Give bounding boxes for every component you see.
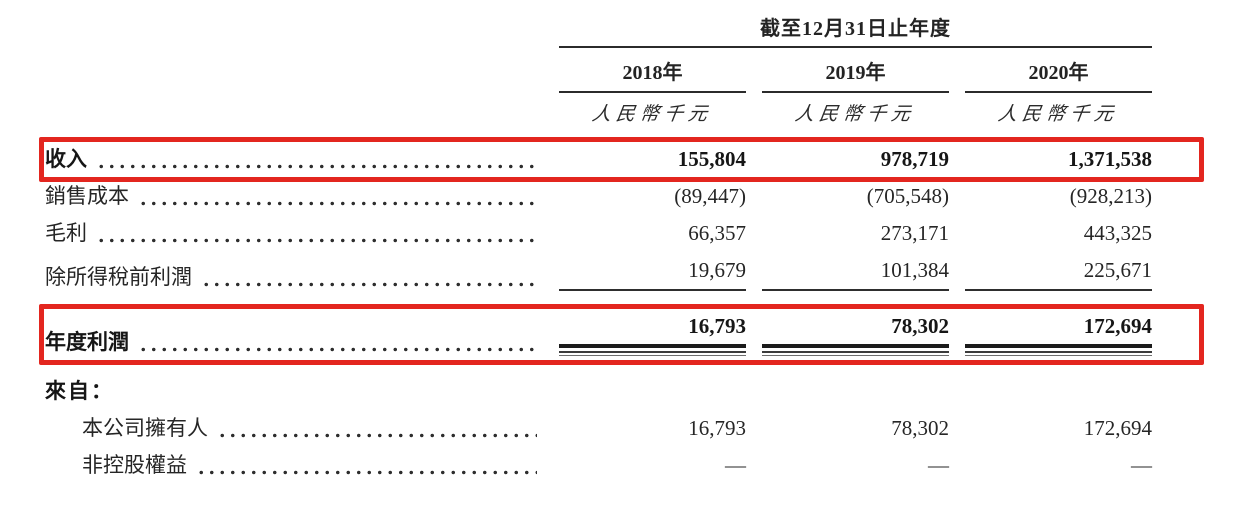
unit-label: 人民幣千元 xyxy=(794,104,918,125)
row-label: 毛利 xyxy=(45,221,87,245)
row-label: 本公司擁有人 xyxy=(82,416,208,440)
table-row-non-controlling-interests: 非控股權益 — — — xyxy=(45,447,1200,484)
total-rule-double xyxy=(559,351,746,356)
row-label: 除所得稅前利潤 xyxy=(45,265,192,289)
value-2019: 273,171 xyxy=(880,221,949,245)
unit-header-row: 人民幣千元 人民幣千元 人民幣千元 xyxy=(45,103,1200,135)
value-2018: — xyxy=(725,453,746,477)
unit-cell-2020: 人民幣千元 xyxy=(965,103,1152,127)
value-2020: 172,694 xyxy=(1083,416,1152,440)
dot-leader xyxy=(96,164,537,169)
row-label-cell: 除所得稅前利潤 xyxy=(45,257,543,291)
value-2019: 78,302 xyxy=(891,416,949,440)
column-header-2019: 2019年 xyxy=(762,60,949,93)
table-row-profit-for-year: 年度利潤 16,793 78,302 172,694 xyxy=(39,304,1204,365)
value-2018: 155,804 xyxy=(677,147,746,171)
row-label: 收入 xyxy=(45,147,87,171)
row-label-cell: 收入 xyxy=(45,146,543,173)
value-2018: 66,357 xyxy=(688,221,746,245)
row-label: 來自： xyxy=(45,379,114,403)
period-header-row: 截至12月31日止年度 xyxy=(45,14,1200,48)
empty-corner-cell xyxy=(45,14,543,48)
row-label-cell: 銷售成本 xyxy=(45,183,543,210)
dot-leader xyxy=(96,238,537,243)
unit-label: 人民幣千元 xyxy=(591,104,715,125)
value-2020: (928,213) xyxy=(1069,184,1152,208)
total-rule-thick xyxy=(559,344,746,348)
total-rule-thick xyxy=(965,344,1152,348)
value-2019: — xyxy=(928,453,949,477)
value-2018: 16,793 xyxy=(559,313,746,356)
dot-leader xyxy=(196,470,537,475)
value-2019: 78,302 xyxy=(762,313,949,356)
unit-cell-2018: 人民幣千元 xyxy=(559,103,746,127)
empty-label-cell xyxy=(45,103,543,127)
table-row-profit-before-tax: 除所得稅前利潤 19,679 101,384 225,671 xyxy=(45,252,1200,296)
dot-leader xyxy=(217,433,537,438)
total-rule-thick xyxy=(762,344,949,348)
row-label-cell: 非控股權益 xyxy=(45,452,543,479)
table-row-revenue: 收入 155,804 978,719 1,371,538 xyxy=(39,137,1204,182)
value-2019: 101,384 xyxy=(762,257,949,291)
period-header: 截至12月31日止年度 xyxy=(559,14,1152,48)
value-2020: 225,671 xyxy=(965,257,1152,291)
row-label-cell: 年度利潤 xyxy=(45,313,543,356)
value-2019: 978,719 xyxy=(880,147,949,171)
dot-leader xyxy=(138,201,537,206)
value-2018: 19,679 xyxy=(559,257,746,291)
value-2020: 1,371,538 xyxy=(1068,147,1152,171)
row-label-cell: 本公司擁有人 xyxy=(45,415,543,442)
income-statement-table: 截至12月31日止年度 2018年 2019年 2020年 人民幣千元 人民幣千… xyxy=(39,14,1204,484)
table-row-owners-of-company: 本公司擁有人 16,793 78,302 172,694 xyxy=(45,410,1200,447)
value-2020: 172,694 xyxy=(965,313,1152,356)
row-label: 非控股權益 xyxy=(82,453,187,477)
dot-leader xyxy=(138,347,537,352)
total-rule-double xyxy=(965,351,1152,356)
unit-label: 人民幣千元 xyxy=(997,104,1121,125)
table-row-gross-profit: 毛利 66,357 273,171 443,325 xyxy=(45,215,1200,252)
total-rule-double xyxy=(762,351,949,356)
value-2018: 16,793 xyxy=(688,416,746,440)
value-2020: — xyxy=(1131,453,1152,477)
column-header-2018: 2018年 xyxy=(559,60,746,93)
table-row-cost-of-sales: 銷售成本 (89,447) (705,548) (928,213) xyxy=(45,178,1200,215)
row-label: 年度利潤 xyxy=(45,330,129,354)
value-2020: 443,325 xyxy=(1083,221,1152,245)
dot-leader xyxy=(201,282,537,287)
year-header-row: 2018年 2019年 2020年 xyxy=(45,60,1200,93)
value-2018: (89,447) xyxy=(674,184,746,208)
empty-label-cell xyxy=(45,60,543,93)
row-label-cell: 毛利 xyxy=(45,220,543,247)
value-2019: (705,548) xyxy=(866,184,949,208)
row-label: 銷售成本 xyxy=(45,184,129,208)
row-label-cell: 來自： xyxy=(45,378,543,405)
table-row-attributable-header: 來自： xyxy=(45,373,1200,410)
column-header-2020: 2020年 xyxy=(965,60,1152,93)
unit-cell-2019: 人民幣千元 xyxy=(762,103,949,127)
